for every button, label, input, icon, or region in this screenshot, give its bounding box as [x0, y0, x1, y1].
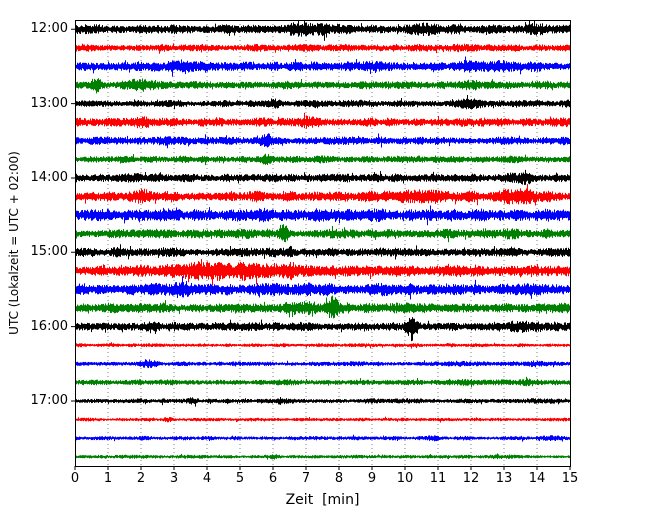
y-tick-label: 12:00 [30, 21, 68, 37]
x-tick-label: 1 [103, 471, 113, 486]
y-tick-label: 17:00 [30, 392, 68, 408]
x-tick-label: 2 [136, 471, 146, 486]
y-axis-label: UTC (Lokalzeit = UTC + 02:00) [7, 151, 21, 335]
x-tick-label: 13 [495, 471, 513, 486]
x-tick-label: 5 [235, 471, 245, 486]
x-tick-label: 14 [528, 471, 546, 486]
x-tick-label: 10 [396, 471, 414, 486]
x-axis-label: Zeit [min] [285, 492, 360, 508]
x-tick-label: 6 [268, 471, 278, 486]
x-tick-label: 3 [169, 471, 179, 486]
x-tick-label: 8 [334, 471, 344, 486]
y-tick-label: 13:00 [30, 95, 68, 111]
y-tick-label: 14:00 [30, 169, 68, 185]
x-tick-label: 4 [202, 471, 212, 486]
x-tick-label: 7 [301, 471, 311, 486]
y-tick-label: 15:00 [30, 244, 68, 260]
x-tick-label: 0 [70, 471, 80, 486]
x-tick-label: 15 [561, 471, 579, 486]
x-tick-label: 9 [367, 471, 377, 486]
x-tick-label: 12 [462, 471, 480, 486]
y-tick-label: 16:00 [30, 318, 68, 334]
x-tick-label: 11 [429, 471, 447, 486]
